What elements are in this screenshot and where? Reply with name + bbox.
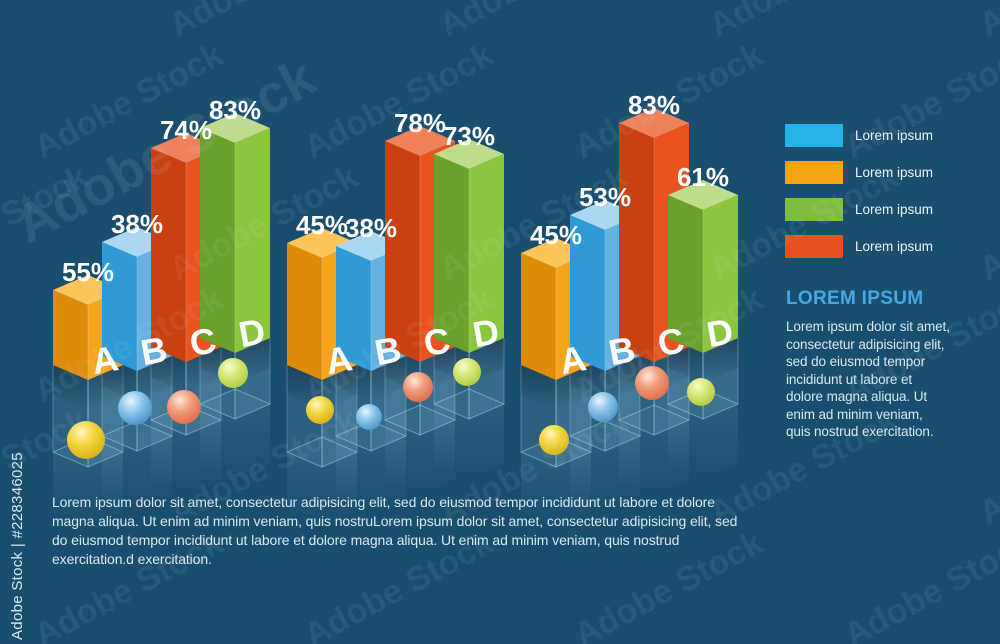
bar-face-left [287, 243, 322, 380]
legend-item: Lorem ipsum [785, 124, 933, 147]
bar-group-3: A B C D45%53%83%61% [519, 90, 740, 527]
bar-d [668, 180, 738, 353]
bar-d [200, 113, 270, 353]
bar-face-front [235, 128, 270, 353]
bar-value-label: 45% [530, 220, 582, 250]
bar-face-front [469, 154, 504, 353]
sphere-b [588, 392, 618, 422]
bar-d [434, 139, 504, 353]
sphere-d [687, 378, 715, 406]
bar-value-label: 61% [677, 162, 729, 192]
bar-value-label: 53% [579, 182, 631, 212]
legend-swatch [785, 198, 843, 221]
bar-group-1: A B C D55%38%74%83% [51, 95, 272, 527]
bar-face-top [619, 108, 689, 138]
sphere-c [167, 390, 201, 424]
sphere-a [67, 421, 105, 459]
legend-item: Lorem ipsum [785, 235, 933, 258]
bar-face-left [102, 242, 137, 371]
bar-face-left [434, 154, 469, 353]
bar-value-label: 73% [443, 121, 495, 151]
sphere-a [306, 396, 334, 424]
footer-paragraph: Lorem ipsum dolor sit amet, consectetur … [52, 494, 738, 567]
bar-value-label: 55% [62, 257, 114, 287]
bar-face-left [336, 246, 371, 371]
bar-face-left [200, 128, 235, 353]
bar-value-label: 83% [209, 95, 261, 125]
bar-face-left [151, 148, 186, 362]
bar-face-top [385, 126, 455, 156]
legend-label: Lorem ipsum [855, 165, 934, 180]
bar-face-left [53, 290, 88, 380]
sphere-d [218, 358, 248, 388]
side-panel-body: Lorem ipsum dolor sit amet, consectetur … [786, 319, 950, 439]
bar-face-left [385, 141, 420, 362]
sphere-a [539, 425, 569, 455]
bar-face-top [200, 113, 270, 143]
bar-value-label: 74% [160, 115, 212, 145]
legend-label: Lorem ipsum [855, 239, 934, 254]
sphere-b [356, 404, 382, 430]
stock-id-vertical-label: Adobe Stock | #228346025 [9, 452, 26, 640]
bar-face-left [570, 215, 605, 371]
bar-face-front [703, 195, 738, 353]
bar-face-left [521, 253, 556, 380]
bar-face-left [619, 123, 654, 362]
sphere-c [403, 372, 433, 402]
legend-label: Lorem ipsum [855, 128, 934, 143]
side-panel-heading: LOREM IPSUM [786, 288, 924, 309]
legend-swatch [785, 124, 843, 147]
sphere-d [453, 358, 481, 386]
bar-value-label: 38% [345, 213, 397, 243]
pedestal [666, 323, 740, 479]
legend-swatch [785, 161, 843, 184]
bar-face-top [434, 139, 504, 169]
sphere-c [635, 366, 669, 400]
legend-label: Lorem ipsum [855, 202, 934, 217]
legend-item: Lorem ipsum [785, 161, 933, 184]
legend-swatch [785, 235, 843, 258]
legend-item: Lorem ipsum [785, 198, 933, 221]
bar-value-label: 78% [394, 108, 446, 138]
sphere-b [118, 391, 152, 425]
chart-legend: Lorem ipsum Lorem ipsum Lorem ipsum Lorem i… [785, 124, 933, 272]
bar-value-label: 38% [111, 209, 163, 239]
bar-group-2: A B C D45%38%78%73% [285, 108, 506, 527]
bar-face-left [668, 195, 703, 353]
bar-face-top [668, 180, 738, 210]
bar-value-label: 83% [628, 90, 680, 120]
bar-value-label: 45% [296, 210, 348, 240]
